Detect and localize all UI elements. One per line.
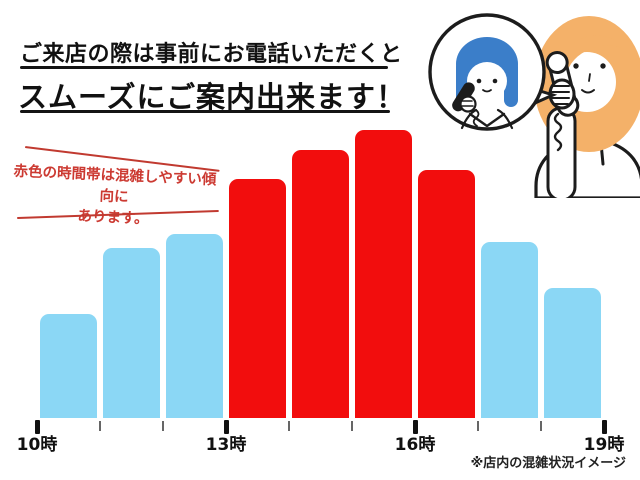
header-line-2: スムーズにご案内出来ます！ <box>18 80 406 114</box>
x-axis-tick-17h <box>477 421 479 431</box>
congestion-bar-10h <box>40 314 97 418</box>
phone-call-illustration <box>428 13 640 198</box>
congestion-bar-16h <box>418 170 475 418</box>
congestion-bar-11h <box>103 248 160 418</box>
congestion-bar-18h <box>544 288 601 418</box>
chart-footnote: ※店内の混雑状況イメージ <box>470 456 626 471</box>
x-axis-tick-15h <box>351 421 353 431</box>
x-axis-tick-14h <box>288 421 290 431</box>
staff-face <box>467 62 507 100</box>
congestion-bar-14h <box>292 150 349 418</box>
x-axis-tick-18h <box>540 421 542 431</box>
x-axis-tick-16h <box>412 420 418 434</box>
congestion-bar-15h <box>355 130 412 418</box>
congestion-bar-12h <box>166 234 223 418</box>
header-underline-1 <box>20 66 388 69</box>
x-axis-label-16h: 16時 <box>394 435 436 455</box>
x-axis-tick-10h <box>34 420 40 434</box>
header-line-1: ご来店の際は事前にお電話いただくと <box>20 42 403 67</box>
x-axis-label-19h: 19時 <box>583 435 625 455</box>
x-axis-tick-19h <box>601 420 607 434</box>
x-axis-tick-13h <box>223 420 229 434</box>
staff-person <box>452 37 518 130</box>
customer-person <box>534 16 640 198</box>
x-axis-tick-11h <box>99 421 101 431</box>
header-underline-2 <box>20 110 390 113</box>
congestion-bar-13h <box>229 179 286 418</box>
x-axis-label-10h: 10時 <box>16 435 58 455</box>
x-axis-label-13h: 13時 <box>205 435 247 455</box>
congestion-bar-17h <box>481 242 538 418</box>
x-axis-tick-12h <box>162 421 164 431</box>
